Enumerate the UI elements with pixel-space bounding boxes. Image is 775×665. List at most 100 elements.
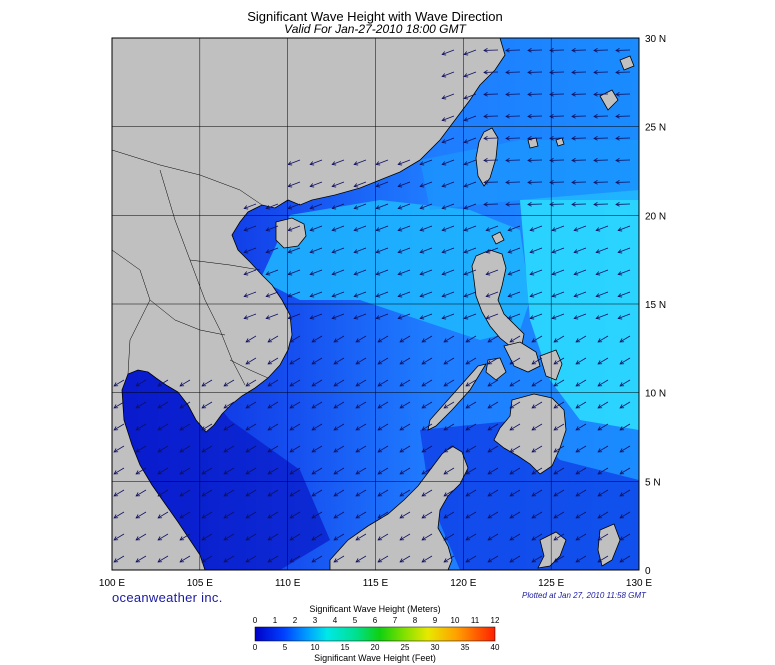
wave-arrow [419,225,433,232]
wave-arrow [483,158,499,163]
wave-arrow [179,423,191,431]
wave-arrow [353,269,367,276]
wave-arrow [575,511,587,519]
wave-arrow [615,202,631,207]
wave-arrow [571,48,587,53]
wave-arrow [465,357,477,365]
wave-arrow [571,70,587,75]
wave-arrow [399,467,411,475]
colorbar-meters-tick: 3 [313,616,318,625]
wave-arrow [441,115,455,122]
wave-arrow [571,180,587,185]
wave-arrow [201,533,213,541]
wave-arrow [377,467,389,475]
colorbar-meters-title: Significant Wave Height (Meters) [309,604,441,614]
wave-arrow [485,269,499,276]
wave-arrow [597,423,609,431]
wave-arrow [333,335,345,343]
wave-arrow [201,511,213,519]
wave-arrow [531,423,543,431]
wave-arrow [223,467,235,475]
wave-arrow [355,511,367,519]
wave-arrow [619,401,631,409]
wave-arrow [353,247,367,254]
wave-arrow [463,93,477,100]
wave-arrow [265,225,279,232]
wave-arrow [509,423,521,431]
wave-arrow [593,202,609,207]
wave-arrow [289,445,301,453]
wave-arrow [157,445,169,453]
wave-arrow [267,357,279,365]
wave-arrow [113,489,125,497]
wave-arrow [483,92,499,97]
colorbar-feet-tick: 35 [461,643,470,652]
map-frame [111,37,640,571]
wave-arrow [135,423,147,431]
wave-arrow [201,555,213,563]
wave-arrow [179,401,191,409]
wave-arrow [509,335,521,343]
wave-arrow [595,225,609,232]
wave-arrow [311,423,323,431]
wave-arrow [575,423,587,431]
wave-arrow [463,137,477,144]
wave-arrow [527,48,543,53]
latitude-label: 25 N [645,123,666,134]
wave-arrow [355,401,367,409]
wave-arrow [571,114,587,119]
wave-arrow [265,269,279,276]
wave-arrow [333,357,345,365]
wave-arrow [397,181,411,188]
wave-arrow [615,180,631,185]
wave-arrow [333,445,345,453]
wave-arrow [595,291,609,298]
wave-arrow [419,291,433,298]
wave-arrow [443,335,455,343]
wave-arrow [571,136,587,141]
wave-arrow [201,423,213,431]
wave-arrow [333,511,345,519]
wave-arrow [463,71,477,78]
wave-arrow [487,467,499,475]
wave-arrow [135,379,147,387]
wave-arrow [509,467,521,475]
wave-arrow [179,445,191,453]
wave-arrow [463,159,477,166]
wave-arrow [487,445,499,453]
wave-arrow [593,136,609,141]
wave-arrow [465,555,477,563]
wave-arrow [267,445,279,453]
wave-arrow [509,445,521,453]
wave-arrow [553,445,565,453]
wave-arrow [421,489,433,497]
wave-arrow [595,269,609,276]
wave-arrow [597,555,609,563]
colorbar-meters-tick: 12 [491,616,500,625]
wave-arrow [223,423,235,431]
wave-arrow [509,401,521,409]
wave-arrow [571,158,587,163]
wave-arrow [531,445,543,453]
wave-arrow [287,291,301,298]
wave-arrow [505,202,521,207]
wave-arrow [575,467,587,475]
wave-arrow [575,533,587,541]
wave-arrow [553,379,565,387]
wave-arrow [619,357,631,365]
wave-arrow [465,445,477,453]
wave-arrow [309,269,323,276]
wave-arrow [487,379,499,387]
wave-arrow [399,533,411,541]
map-title: Significant Wave Height with Wave Direct… [247,9,503,24]
longitude-label: 105 E [187,578,213,589]
wave-arrow [619,511,631,519]
colorbar [254,626,496,642]
wave-arrow [593,158,609,163]
wave-arrow [289,379,301,387]
wave-arrow [309,181,323,188]
wave-direction-arrows [113,48,631,563]
wave-arrow [397,291,411,298]
wave-arrow [333,489,345,497]
wave-arrow [179,467,191,475]
